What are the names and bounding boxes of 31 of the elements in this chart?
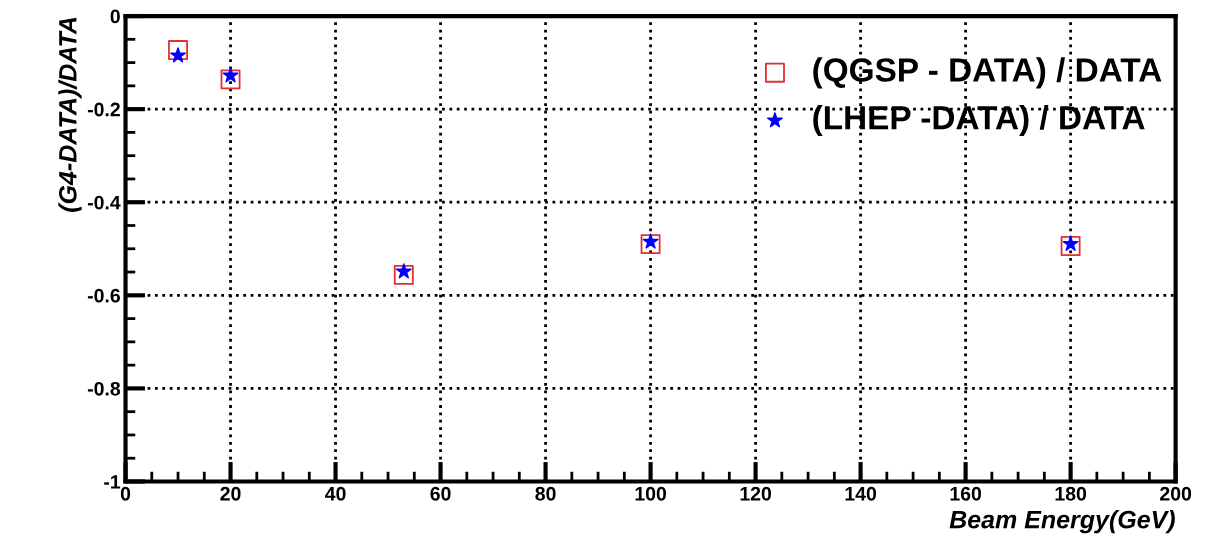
point xyxy=(170,47,186,63)
x-tick-label: 0 xyxy=(120,486,131,501)
x-tick-label: 20 xyxy=(220,486,241,501)
x-tick-label: 200 xyxy=(1160,486,1192,501)
x-tick-label: 80 xyxy=(535,486,556,501)
legend-label: (LHEP -DATA) / DATA xyxy=(813,105,1145,137)
x-tick-label: 160 xyxy=(950,486,982,501)
y-tick-label: -0.2 xyxy=(87,102,120,117)
point xyxy=(393,264,414,285)
x-tick-label: 60 xyxy=(430,486,451,501)
point xyxy=(640,234,661,255)
point xyxy=(1060,236,1081,256)
point xyxy=(642,233,659,249)
x-tick-label: 40 xyxy=(325,486,346,501)
x-tick-label: 120 xyxy=(740,486,772,501)
y-axis-title: (G4-DATA)/DATA xyxy=(58,17,82,212)
y-tick-label: -0.8 xyxy=(87,381,121,396)
x-tick-label: 180 xyxy=(1055,486,1087,501)
point xyxy=(220,69,241,90)
legend-label: (QGSP - DATA) / DATA xyxy=(813,57,1162,89)
x-tick-label: 100 xyxy=(635,486,666,501)
point xyxy=(395,263,412,279)
x-axis-title: Beam Energy(GeV) xyxy=(949,510,1175,534)
point xyxy=(168,40,188,60)
y-tick-label: -0.6 xyxy=(87,288,120,303)
x-tick-label: 140 xyxy=(845,486,877,501)
y-tick-label: -0.4 xyxy=(87,195,121,210)
point xyxy=(1062,235,1079,251)
y-tick-label: 0 xyxy=(110,9,120,24)
y-tick-label: -1 xyxy=(104,475,121,489)
point xyxy=(222,67,239,83)
